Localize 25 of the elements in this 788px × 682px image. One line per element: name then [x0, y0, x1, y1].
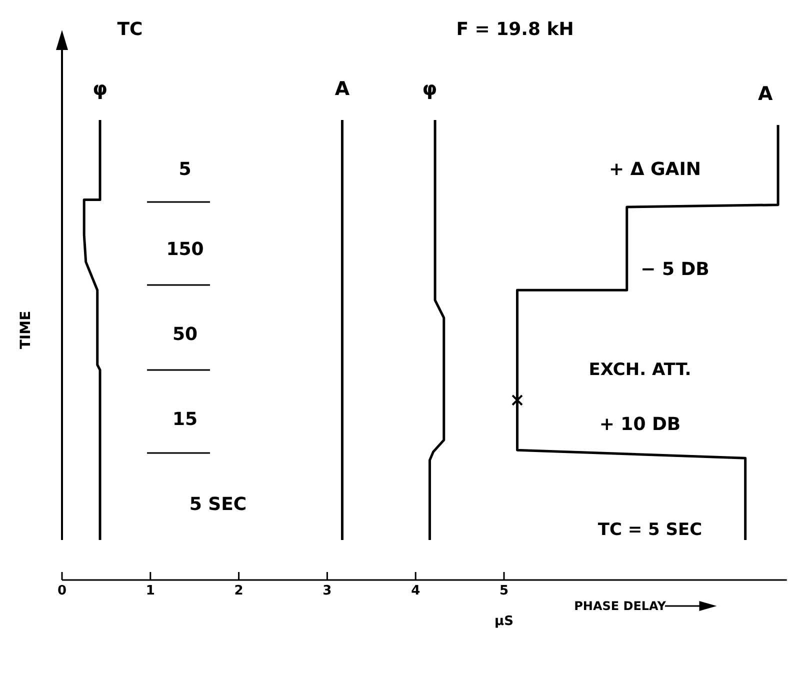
- x-axis-title: μS: [494, 614, 514, 629]
- annotation: 50: [172, 324, 198, 345]
- series-label: A: [758, 83, 773, 106]
- annotation: 150: [166, 239, 204, 260]
- x-tick-label: 0: [57, 584, 67, 599]
- series-label: φ: [422, 78, 438, 100]
- x-tick-label: 1: [146, 584, 155, 599]
- text: PHASE DELAY: [574, 599, 666, 613]
- annotation: TC = 5 SEC: [598, 520, 702, 540]
- annotation: − 5 DB: [640, 259, 710, 280]
- annotation: 5: [178, 159, 192, 180]
- y-axis-title: TIME: [18, 310, 34, 350]
- annotation: EXCH. ATT.: [588, 360, 692, 380]
- x-tick-label: 4: [411, 584, 420, 599]
- series-label: A: [334, 78, 350, 100]
- annotation: 5 SEC: [189, 494, 247, 515]
- x-tick-label: 5: [499, 584, 509, 599]
- annotation: + Δ GAIN: [608, 159, 702, 180]
- text: TC: [117, 19, 143, 40]
- x-tick-label: 3: [322, 584, 332, 599]
- annotation: + 10 DB: [599, 414, 681, 435]
- x-tick-label: 2: [234, 584, 244, 599]
- series-label: φ: [92, 78, 108, 100]
- text: F = 19.8 kH: [456, 19, 574, 40]
- annotation: 15: [172, 409, 198, 430]
